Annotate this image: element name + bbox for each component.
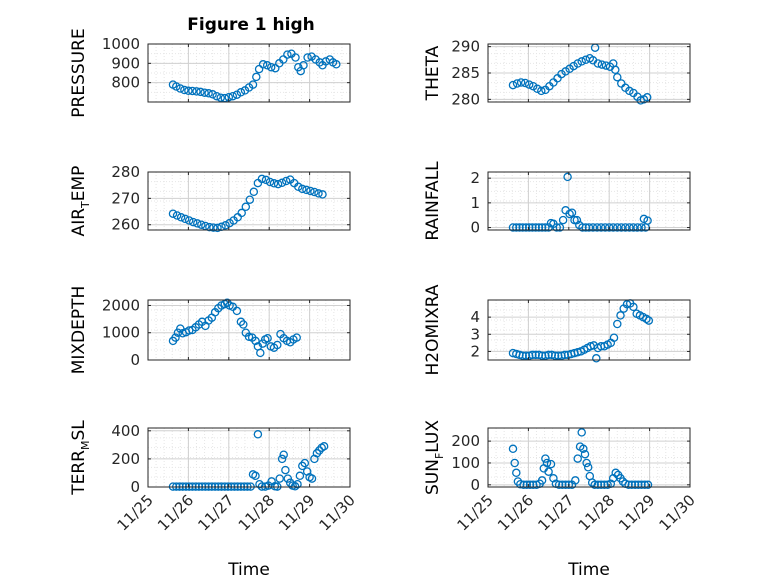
y-axis-label: SUNFLUX — [423, 420, 446, 495]
y-tick-label: 260 — [111, 216, 140, 234]
y-axis-label: TERRMSL — [69, 420, 92, 496]
y-tick-label: 3 — [470, 325, 480, 343]
x-tick-label: 11/28 — [235, 491, 278, 534]
y-tick-label: 0 — [470, 476, 480, 494]
y-tick-label: 200 — [451, 432, 480, 450]
x-tick-label: 11/27 — [194, 491, 237, 534]
x-tick-label: 11/29 — [615, 491, 658, 534]
y-axis-label: H2OMIXRA — [423, 284, 443, 375]
x-tick-label: 11/30 — [316, 491, 359, 534]
figure: Figure 1 high 800 900 1000 PRESSURE 280 285 29… — [0, 0, 778, 583]
y-tick-label: 400 — [111, 422, 140, 440]
y-tick-label: 800 — [111, 74, 140, 92]
y-tick-label: 0 — [470, 219, 480, 237]
y-tick-label: 2 — [470, 342, 480, 360]
subplot-air_temp: 260 270 280 AIRTEMP — [69, 163, 350, 236]
y-tick-label: 4 — [470, 308, 480, 326]
y-tick-label: 2000 — [102, 296, 140, 314]
x-tick-label: 11/26 — [494, 491, 537, 534]
x-tick-label: 11/25 — [114, 491, 157, 534]
y-tick-label: 0 — [130, 351, 140, 369]
y-axis-label: PRESSURE — [69, 28, 89, 117]
x-axis-label: Time — [567, 560, 610, 580]
y-tick-label: 100 — [451, 454, 480, 472]
x-axis-label: Time — [227, 560, 270, 580]
y-tick-label: 200 — [111, 450, 140, 468]
y-tick-label: 0 — [130, 478, 140, 496]
subplot-h2omixra: 234 H2OMIXRA — [423, 284, 690, 375]
y-tick-label: 290 — [451, 38, 480, 56]
y-axis-label: THETA — [423, 45, 443, 101]
y-tick-label: 1000 — [102, 35, 140, 53]
subplot-mixdepth: 0 1000 2000 MIXDEPTH — [69, 286, 350, 375]
x-tick-label: 11/29 — [275, 491, 318, 534]
x-tick-label: 11/26 — [154, 491, 197, 534]
y-axis-label: AIRTEMP — [69, 166, 92, 237]
y-axis-label: RAINFALL — [423, 161, 443, 241]
x-tick-label: 11/28 — [575, 491, 618, 534]
y-tick-label: 1 — [470, 194, 480, 212]
y-tick-label: 280 — [111, 163, 140, 181]
y-tick-label: 1000 — [102, 324, 140, 342]
y-tick-label: 2 — [470, 169, 480, 187]
subplot-sun_flux: 0 100 200 SUNFLUX 11/2511/2611/2711/2811/291… — [423, 420, 699, 580]
y-tick-label: 900 — [111, 54, 140, 72]
x-tick-label: 11/30 — [656, 491, 699, 534]
y-axis-label: MIXDEPTH — [69, 286, 89, 375]
y-tick-label: 285 — [451, 64, 480, 82]
x-tick-label: 11/27 — [534, 491, 577, 534]
y-tick-label: 270 — [111, 189, 140, 207]
subplot-terr_msl: 0 200 400 TERRMSL 11/2511/2611/2711/2811/291… — [69, 420, 359, 580]
y-tick-label: 280 — [451, 90, 480, 108]
subplot-theta: 280 285 290 THETA — [423, 38, 690, 109]
chart-canvas: Figure 1 high 8009001000PRESSURE 28028529… — [0, 0, 778, 583]
subplot-rainfall: 0 1 2 RAINFALL — [423, 161, 690, 241]
figure-title: Figure 1 high — [187, 15, 315, 35]
x-tick-label: 11/25 — [454, 491, 497, 534]
